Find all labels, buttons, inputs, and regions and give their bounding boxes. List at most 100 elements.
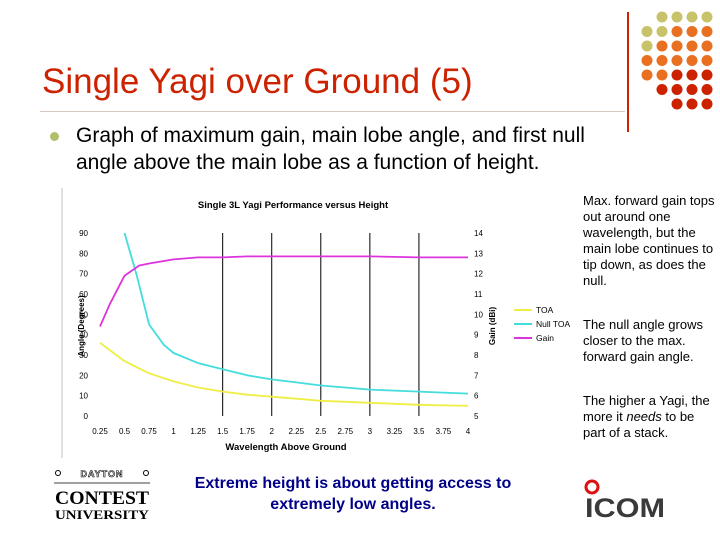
- accent-dot: [701, 40, 713, 52]
- chart-y-right-tick: 7: [474, 371, 479, 380]
- accent-dot: [701, 55, 713, 66]
- chart-y-right-tick: 11: [474, 290, 483, 299]
- chart-x-tick: 0.75: [141, 427, 157, 436]
- chart-y-right-tick: 8: [474, 351, 479, 360]
- accent-dot: [701, 84, 713, 95]
- chart-y-right-tick: 5: [474, 412, 479, 421]
- accent-dot: [701, 11, 713, 23]
- accent-dot: [656, 55, 668, 66]
- chart: Single 3L Yagi Performance versus Height…: [60, 188, 580, 458]
- chart-x-tick: 1.5: [217, 427, 229, 436]
- chart-y-right-tick: 9: [474, 331, 479, 340]
- logo-university-word: UNIVERSITY: [55, 507, 150, 522]
- chart-y-left-tick: 80: [79, 249, 88, 258]
- accent-dot: [686, 11, 698, 23]
- chart-y-left-tick: 90: [79, 229, 88, 238]
- accent-dot-grid: [641, 11, 713, 110]
- chart-series-line-null-toa: [123, 232, 469, 395]
- icom-red-ring-icon: [584, 479, 600, 495]
- chart-y-left-tick: 20: [79, 371, 88, 380]
- chart-y-left-label: Angle (Degrees): [77, 295, 86, 357]
- chart-x-tick: 2: [270, 427, 275, 436]
- accent-dot: [671, 55, 683, 66]
- chart-background: [60, 188, 580, 458]
- chart-x-tick: 0.25: [92, 427, 108, 436]
- accent-dot: [671, 40, 683, 52]
- chart-x-tick: 0.5: [119, 427, 131, 436]
- chart-y-left-tick: 70: [79, 270, 88, 279]
- accent-dot: [671, 69, 683, 81]
- icom-logo: ICOM: [584, 479, 665, 523]
- accent-dot: [671, 98, 683, 110]
- side-note-1: Max. forward gain tops out around one wa…: [583, 193, 715, 288]
- chart-x-tick: 2.25: [288, 427, 304, 436]
- chart-series: [99, 232, 469, 407]
- legend-label: Gain: [536, 333, 554, 343]
- accent-dot: [656, 11, 668, 23]
- chart-y-right-label: Gain (dBi): [488, 307, 497, 346]
- accent-dot: [671, 11, 683, 23]
- chart-x-axis-label: Wavelength Above Ground: [225, 442, 346, 453]
- accent-dot: [686, 55, 698, 66]
- accent-dot: [686, 69, 698, 81]
- chart-title: Single 3L Yagi Performance versus Height: [198, 200, 389, 211]
- chart-y-right-tick: 13: [474, 249, 483, 258]
- chart-x-tick: 1: [171, 427, 176, 436]
- accent-dot: [641, 55, 653, 66]
- accent-dot: [686, 98, 698, 110]
- chart-svg: Single 3L Yagi Performance versus Height…: [60, 188, 580, 458]
- chart-y-right-tick: 12: [474, 270, 483, 279]
- accent-dot: [656, 40, 668, 52]
- chart-y-left-tick: 10: [79, 392, 88, 401]
- chart-x-tick: 1.75: [239, 427, 255, 436]
- accent-dot: [641, 40, 653, 52]
- chart-legend: TOA Null TOA Gain: [514, 305, 571, 343]
- chart-x-tick: 1.25: [190, 427, 206, 436]
- bullet-dot: [50, 132, 59, 141]
- accent-dot: [656, 84, 668, 95]
- chart-series-line-toa: [99, 342, 469, 407]
- accent-dot: [656, 26, 668, 37]
- bottom-callout: Extreme height is about getting access t…: [194, 475, 512, 513]
- accent-dot: [686, 84, 698, 95]
- legend-label: Null TOA: [536, 319, 571, 329]
- chart-x-tick: 3.25: [387, 427, 403, 436]
- side-note-3-after: to be part of a stack.: [583, 409, 695, 440]
- chart-x-tick: 3.5: [413, 427, 425, 436]
- accent-dot: [656, 69, 668, 81]
- logo-ring-left: [55, 470, 61, 476]
- accent-vertical-line: [627, 12, 629, 132]
- logo-contest-word: CONTEST: [55, 488, 149, 509]
- accent-dot: [641, 69, 653, 81]
- accent-dot: [641, 26, 653, 37]
- accent-dot: [671, 26, 683, 37]
- accent-dot: [701, 26, 713, 37]
- chart-x-tick: 4: [466, 427, 471, 436]
- chart-x-tick: 3: [368, 427, 373, 436]
- chart-y-right-tick: 6: [474, 392, 479, 401]
- bullet-text: Graph of maximum gain, main lobe angle, …: [76, 124, 585, 174]
- chart-y-right-tick: 10: [474, 310, 483, 319]
- chart-y-left-tick: 0: [84, 412, 89, 421]
- side-note-3-before: The higher a Yagi, the more it: [583, 393, 710, 424]
- accent-dot: [671, 84, 683, 95]
- side-note-2: The null angle grows closer to the max. …: [583, 317, 703, 364]
- legend-label: TOA: [536, 305, 554, 315]
- chart-series-line-gain: [99, 255, 468, 327]
- title-underline: [40, 111, 625, 112]
- contest-university-logo: DAYTON CONTEST UNIVERSITY: [54, 469, 150, 522]
- side-note-3: The higher a Yagi, the more it needs to …: [583, 393, 717, 441]
- accent-dot: [701, 69, 713, 81]
- chart-y-left-tick: 60: [79, 290, 88, 299]
- accent-dot: [701, 98, 713, 110]
- logo-ring-right: [143, 470, 149, 476]
- chart-y-left-tick: 50: [79, 310, 88, 319]
- chart-y-right-tick: 14: [474, 229, 483, 238]
- icom-wordmark: ICOM: [585, 493, 665, 523]
- chart-y-left-tick: 40: [79, 331, 88, 340]
- chart-x-tick: 2.75: [338, 427, 354, 436]
- chart-y-left-tick: 30: [79, 351, 88, 360]
- chart-x-tick: 2.5: [315, 427, 327, 436]
- accent-dot: [686, 40, 698, 52]
